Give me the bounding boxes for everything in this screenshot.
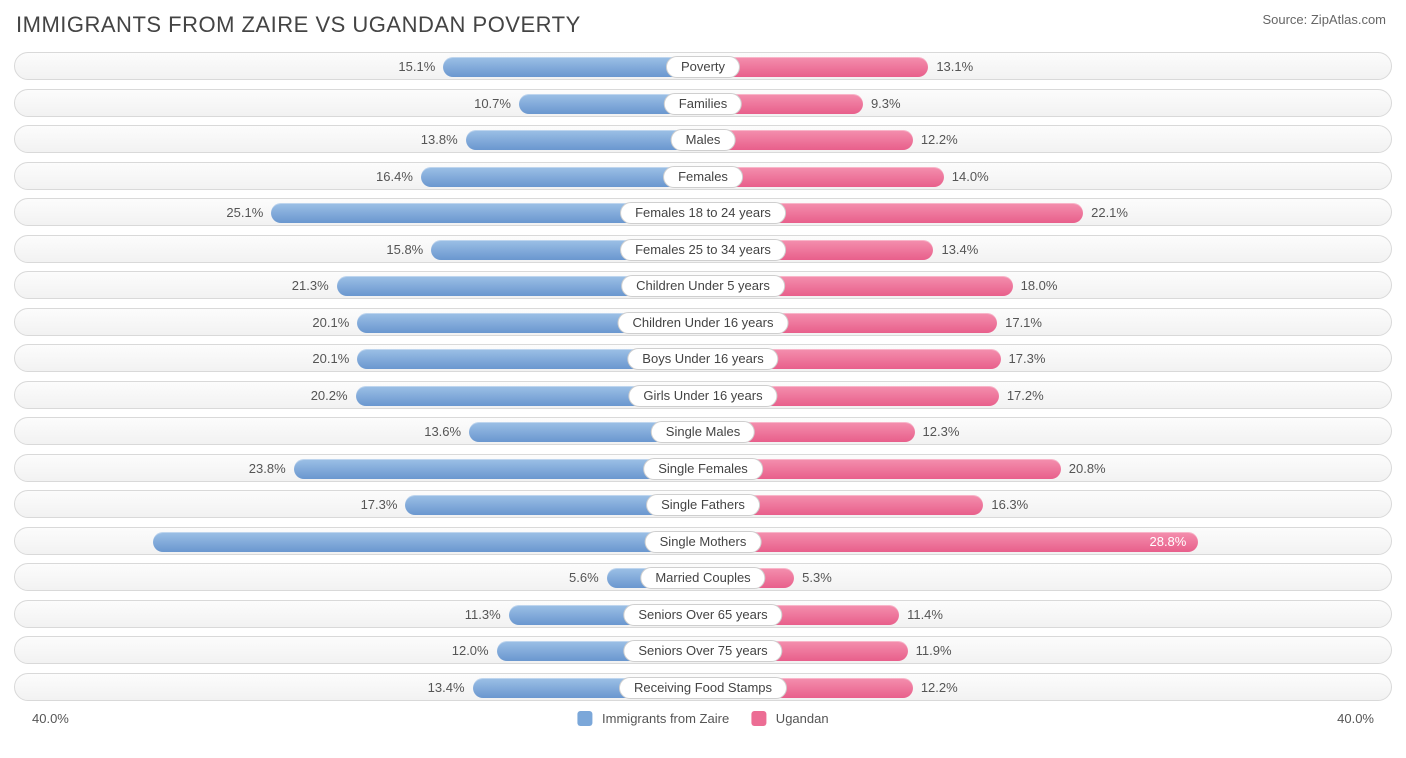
- legend-swatch-left: [577, 711, 592, 726]
- value-label-right: 12.3%: [923, 418, 960, 446]
- chart-title: IMMIGRANTS FROM ZAIRE VS UGANDAN POVERTY: [16, 12, 581, 38]
- bar-row: 13.8% 12.2% Males: [14, 125, 1392, 153]
- legend-label-left: Immigrants from Zaire: [602, 711, 729, 726]
- category-pill: Girls Under 16 years: [628, 385, 777, 407]
- category-pill: Seniors Over 75 years: [623, 640, 782, 662]
- value-label-left: 11.3%: [465, 601, 501, 629]
- bar-row: 11.3% 11.4% Seniors Over 65 years: [14, 600, 1392, 628]
- legend-item-left: Immigrants from Zaire: [577, 711, 729, 726]
- value-label-right: 12.2%: [921, 126, 958, 154]
- value-label-right: 16.3%: [991, 491, 1028, 519]
- value-label-right: 11.9%: [916, 637, 952, 665]
- bar-row: 32.0%28.8%Single Mothers: [14, 527, 1392, 555]
- legend-swatch-right: [751, 711, 766, 726]
- bar-row: 13.4% 12.2% Receiving Food Stamps: [14, 673, 1392, 701]
- value-label-right: 18.0%: [1021, 272, 1058, 300]
- bar-row: 25.1% 22.1% Females 18 to 24 years: [14, 198, 1392, 226]
- category-pill: Females: [663, 166, 743, 188]
- value-label-right: 28.8%: [703, 528, 1198, 556]
- category-pill: Children Under 16 years: [618, 312, 789, 334]
- bar-left: [466, 130, 703, 150]
- category-pill: Single Females: [643, 458, 763, 480]
- value-label-left: 20.2%: [311, 382, 348, 410]
- category-pill: Males: [671, 129, 736, 151]
- value-label-right: 11.4%: [907, 601, 943, 629]
- bar-row: 20.2% 17.2% Girls Under 16 years: [14, 381, 1392, 409]
- value-label-left: 16.4%: [376, 163, 413, 191]
- bar-row: 15.1% 13.1% Poverty: [14, 52, 1392, 80]
- value-label-left: 32.0%: [153, 528, 703, 556]
- value-label-left: 10.7%: [474, 90, 511, 118]
- category-pill: Children Under 5 years: [621, 275, 785, 297]
- category-pill: Poverty: [666, 56, 740, 78]
- value-label-right: 13.1%: [936, 53, 973, 81]
- bar-row: 23.8% 20.8% Single Females: [14, 454, 1392, 482]
- bar-row: 17.3% 16.3% Single Fathers: [14, 490, 1392, 518]
- bar-row: 5.6% 5.3% Married Couples: [14, 563, 1392, 591]
- chart-footer: 40.0% Immigrants from Zaire Ugandan 40.0…: [0, 709, 1406, 745]
- value-label-right: 20.8%: [1069, 455, 1106, 483]
- value-label-right: 17.3%: [1009, 345, 1046, 373]
- bar-row: 16.4% 14.0% Females: [14, 162, 1392, 190]
- value-label-left: 15.8%: [386, 236, 423, 264]
- chart-legend: Immigrants from Zaire Ugandan: [577, 711, 828, 726]
- value-label-left: 21.3%: [292, 272, 329, 300]
- value-label-left: 25.1%: [226, 199, 263, 227]
- category-pill: Single Fathers: [646, 494, 760, 516]
- category-pill: Single Males: [651, 421, 755, 443]
- value-label-left: 17.3%: [361, 491, 398, 519]
- bar-left: [294, 459, 703, 479]
- bar-row: 15.8% 13.4% Females 25 to 34 years: [14, 235, 1392, 263]
- chart-header: IMMIGRANTS FROM ZAIRE VS UGANDAN POVERTY…: [0, 0, 1406, 46]
- bar-row: 12.0% 11.9% Seniors Over 75 years: [14, 636, 1392, 664]
- category-pill: Families: [664, 93, 742, 115]
- value-label-left: 23.8%: [249, 455, 286, 483]
- value-label-left: 13.4%: [428, 674, 465, 702]
- value-label-left: 5.6%: [569, 564, 599, 592]
- category-pill: Females 18 to 24 years: [620, 202, 786, 224]
- value-label-right: 14.0%: [952, 163, 989, 191]
- bar-row: 10.7% 9.3% Families: [14, 89, 1392, 117]
- category-pill: Boys Under 16 years: [627, 348, 778, 370]
- axis-max-right: 40.0%: [1337, 711, 1374, 726]
- category-pill: Seniors Over 65 years: [623, 604, 782, 626]
- value-label-left: 13.6%: [424, 418, 461, 446]
- category-pill: Single Mothers: [645, 531, 762, 553]
- legend-item-right: Ugandan: [751, 711, 828, 726]
- value-label-right: 12.2%: [921, 674, 958, 702]
- legend-label-right: Ugandan: [776, 711, 829, 726]
- category-pill: Receiving Food Stamps: [619, 677, 787, 699]
- value-label-right: 13.4%: [941, 236, 978, 264]
- bar-left: [443, 57, 703, 77]
- bar-row: 20.1% 17.3% Boys Under 16 years: [14, 344, 1392, 372]
- source-attribution: Source: ZipAtlas.com: [1262, 12, 1386, 27]
- value-label-right: 17.2%: [1007, 382, 1044, 410]
- value-label-left: 20.1%: [312, 309, 349, 337]
- bar-row: 13.6% 12.3% Single Males: [14, 417, 1392, 445]
- value-label-right: 22.1%: [1091, 199, 1128, 227]
- axis-max-left: 40.0%: [32, 711, 69, 726]
- value-label-left: 15.1%: [398, 53, 435, 81]
- value-label-left: 13.8%: [421, 126, 458, 154]
- value-label-left: 12.0%: [452, 637, 489, 665]
- bar-row: 21.3% 18.0% Children Under 5 years: [14, 271, 1392, 299]
- bar-left: [421, 167, 703, 187]
- category-pill: Married Couples: [640, 567, 765, 589]
- value-label-right: 9.3%: [871, 90, 901, 118]
- category-pill: Females 25 to 34 years: [620, 239, 786, 261]
- chart-plot-area: 15.1%13.1%Poverty10.7%9.3%Families13.8%1…: [0, 46, 1406, 701]
- value-label-right: 17.1%: [1005, 309, 1042, 337]
- value-label-left: 20.1%: [312, 345, 349, 373]
- bar-row: 20.1% 17.1% Children Under 16 years: [14, 308, 1392, 336]
- value-label-right: 5.3%: [802, 564, 832, 592]
